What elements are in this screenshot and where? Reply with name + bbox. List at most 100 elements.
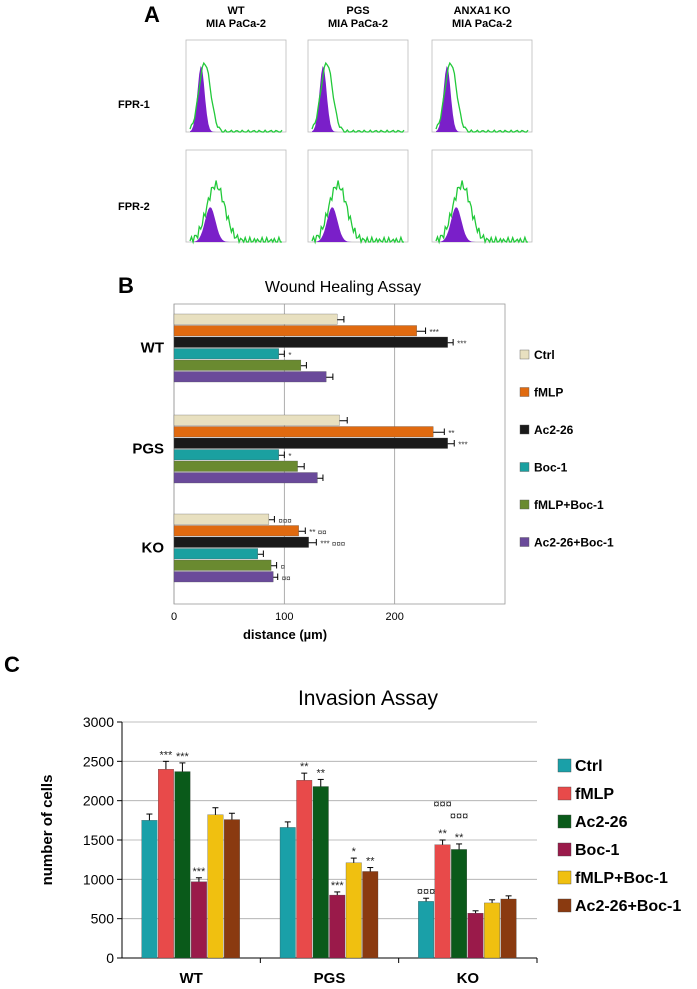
significance-mark: ¤¤¤ bbox=[417, 886, 435, 898]
bar bbox=[173, 359, 302, 371]
significance-mark: ** bbox=[448, 429, 454, 438]
col-wt-line2: MIA PaCa-2 bbox=[206, 18, 266, 30]
histogram-filled bbox=[312, 207, 404, 242]
significance-mark: * bbox=[288, 351, 291, 360]
bar bbox=[173, 559, 272, 571]
legend-label: fMLP bbox=[575, 786, 614, 803]
significance-mark: *** bbox=[430, 328, 439, 337]
bar bbox=[467, 913, 484, 959]
bar bbox=[329, 894, 346, 959]
bar bbox=[173, 325, 417, 337]
bar bbox=[173, 371, 327, 383]
bar bbox=[484, 902, 500, 959]
panel-c-letter: C bbox=[4, 652, 20, 677]
bar bbox=[173, 472, 318, 484]
y-tick-label: 0 bbox=[106, 950, 114, 966]
significance-mark: ¤¤¤ bbox=[450, 811, 468, 823]
significance-mark: *** bbox=[457, 340, 466, 349]
bar bbox=[191, 881, 207, 959]
bar bbox=[173, 437, 448, 449]
legend-swatch bbox=[519, 349, 530, 360]
legend-label: fMLP bbox=[534, 386, 563, 400]
significance-mark: ** bbox=[438, 828, 447, 840]
significance-mark: ** bbox=[366, 856, 375, 868]
histogram-frame bbox=[307, 149, 409, 243]
bar bbox=[141, 820, 158, 959]
significance-mark: ¤ bbox=[281, 563, 286, 572]
y-tick-label: 1000 bbox=[83, 871, 114, 887]
bar bbox=[173, 336, 448, 348]
histogram-outline bbox=[435, 180, 528, 245]
bar bbox=[451, 849, 467, 959]
category-label: PGS bbox=[314, 970, 346, 987]
histogram-outline bbox=[311, 180, 404, 245]
panel-b-xlabel: distance (µm) bbox=[243, 627, 327, 642]
bar bbox=[173, 313, 338, 325]
histogram-outline bbox=[189, 61, 283, 133]
significance-mark: ** ¤¤ bbox=[309, 528, 327, 537]
significance-mark: ** bbox=[316, 767, 325, 779]
bar bbox=[173, 414, 340, 426]
panel-a: A WT MIA PaCa-2 PGS MIA PaCa-2 ANXA1 KO … bbox=[118, 2, 533, 245]
bar bbox=[173, 513, 270, 525]
significance-mark: ** bbox=[455, 832, 464, 844]
panel-b: B Wound Healing Assay distance (µm) 0 100… bbox=[118, 273, 614, 642]
bar bbox=[345, 862, 362, 959]
bar bbox=[362, 871, 379, 959]
bar bbox=[500, 898, 517, 959]
bar bbox=[158, 769, 174, 959]
panel-c: C Invasion Assay number of cells 0 500 100… bbox=[4, 652, 681, 987]
bar bbox=[418, 901, 434, 959]
legend-swatch bbox=[557, 786, 572, 801]
bar bbox=[312, 786, 329, 959]
bar bbox=[173, 449, 279, 461]
legend-swatch bbox=[519, 499, 530, 510]
significance-mark: * bbox=[288, 452, 291, 461]
col-ko-line1: ANXA1 KO bbox=[454, 5, 511, 17]
histogram-frame bbox=[185, 149, 287, 243]
bar bbox=[173, 460, 298, 472]
x-tick-label: 100 bbox=[275, 611, 293, 623]
bar bbox=[173, 536, 309, 548]
panel-b-letter: B bbox=[118, 273, 134, 298]
legend-label: Ac2-26+Boc-1 bbox=[534, 536, 614, 550]
legend-label: Boc-1 bbox=[534, 461, 568, 475]
legend-swatch bbox=[557, 842, 572, 857]
legend-swatch bbox=[519, 462, 530, 472]
significance-mark: ¤¤¤ bbox=[433, 799, 451, 811]
significance-mark: *** ¤¤¤ bbox=[320, 540, 345, 549]
legend-label: fMLP+Boc-1 bbox=[575, 870, 668, 887]
bar bbox=[173, 548, 259, 560]
legend-swatch bbox=[557, 814, 572, 829]
histogram-frame bbox=[431, 149, 533, 243]
significance-mark: *** bbox=[458, 441, 467, 450]
legend-label: Ac2-26+Boc-1 bbox=[575, 898, 681, 915]
panel-a-letter: A bbox=[144, 2, 160, 27]
legend-label: Ctrl bbox=[575, 758, 603, 775]
col-ko-line2: MIA PaCa-2 bbox=[452, 18, 512, 30]
category-label: PGS bbox=[132, 441, 164, 458]
legend-swatch bbox=[557, 898, 572, 913]
histogram-filled bbox=[190, 207, 282, 242]
bar bbox=[173, 525, 299, 537]
y-tick-label: 1500 bbox=[83, 832, 114, 848]
bar bbox=[173, 571, 274, 583]
category-label: WT bbox=[141, 340, 164, 357]
col-wt-line1: WT bbox=[227, 5, 244, 17]
panel-b-title: Wound Healing Assay bbox=[265, 279, 421, 296]
bar bbox=[173, 348, 279, 360]
significance-mark: ** bbox=[300, 761, 309, 773]
legend-label: Boc-1 bbox=[575, 842, 620, 859]
significance-mark: *** bbox=[176, 751, 190, 763]
bar bbox=[434, 844, 451, 959]
significance-mark: ¤¤¤ bbox=[278, 517, 292, 526]
significance-mark: ¤¤ bbox=[282, 574, 291, 583]
panel-c-ylabel: number of cells bbox=[39, 775, 56, 886]
bar bbox=[174, 771, 191, 959]
significance-mark: *** bbox=[159, 749, 173, 761]
histogram-outline bbox=[189, 180, 282, 245]
panel-c-title: Invasion Assay bbox=[298, 687, 439, 710]
row-fpr1-label: FPR-1 bbox=[118, 99, 150, 111]
histogram-outline bbox=[435, 61, 529, 133]
